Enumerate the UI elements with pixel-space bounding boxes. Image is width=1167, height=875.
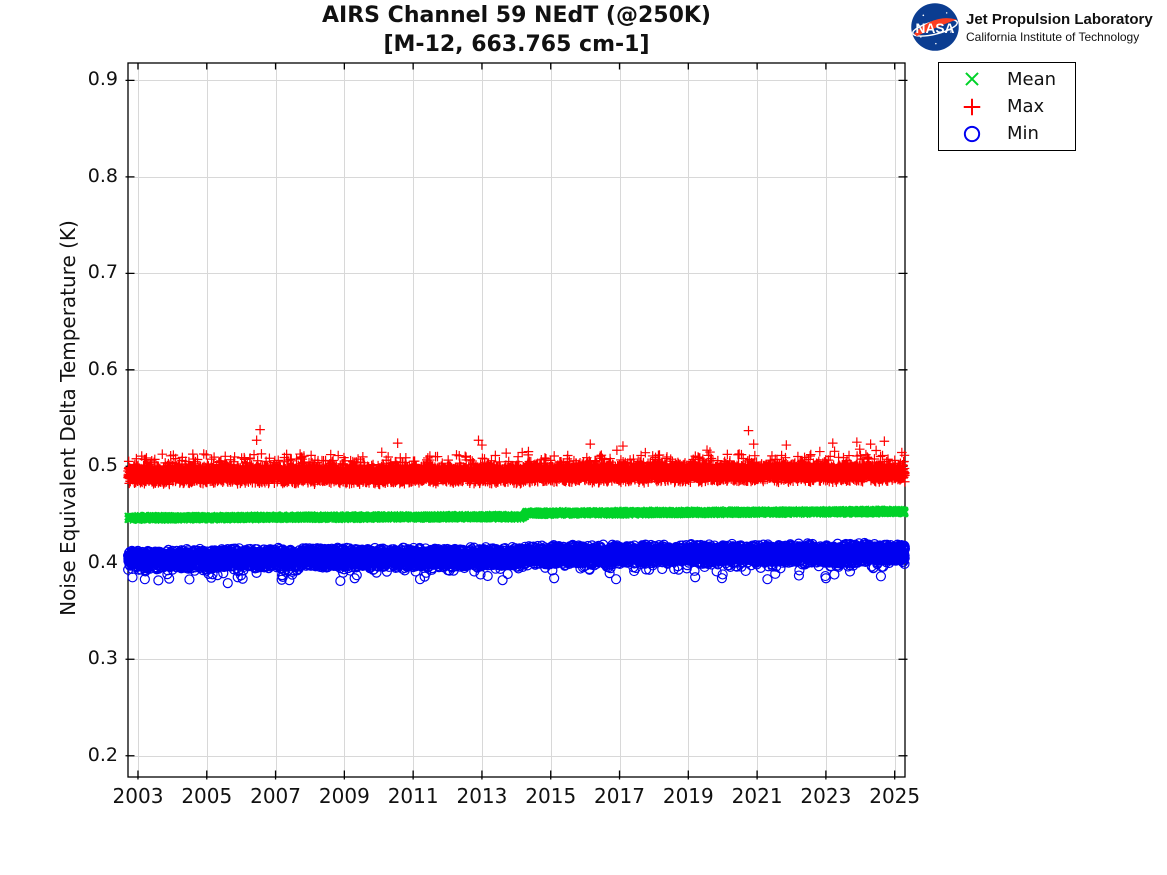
nasa-meatball-icon: NASA: [910, 2, 960, 56]
y-tick-label: 0.2: [87, 743, 118, 766]
plus-marker-icon: [963, 98, 981, 115]
x-tick-label: 2007: [250, 784, 301, 808]
legend-label-min: Min: [1007, 123, 1039, 145]
x-marker-icon: [965, 72, 979, 87]
x-tick-label: 2009: [318, 784, 370, 808]
y-tick-label: 0.6: [87, 357, 118, 380]
x-tick-label: 2019: [662, 784, 714, 808]
x-tick-label: 2017: [594, 784, 645, 808]
y-tick-label: 0.9: [87, 68, 118, 91]
y-tick-label: 0.3: [87, 647, 118, 670]
x-tick-label: 2023: [800, 784, 852, 808]
legend-item-max: Max: [939, 96, 1075, 118]
nasa-logo-text: NASA: [916, 21, 955, 36]
chart-subtitle: [M-12, 663.765 cm-1]: [383, 32, 650, 57]
x-tick-label: 2015: [525, 784, 577, 808]
legend: Mean Max Min: [938, 62, 1076, 151]
y-tick-label: 0.4: [87, 550, 118, 573]
y-tick-label: 0.7: [87, 261, 118, 284]
y-tick-label: 0.8: [87, 164, 118, 187]
circle-marker-icon: [963, 125, 981, 142]
x-tick-label: 2005: [181, 784, 233, 808]
x-tick-label: 2011: [387, 784, 439, 808]
legend-label-max: Max: [1007, 96, 1045, 117]
legend-label-mean: Mean: [1007, 68, 1057, 90]
legend-item-mean: Mean: [939, 68, 1075, 90]
org-line2: California Institute of Technology: [966, 30, 1140, 44]
x-tick-label: 2003: [112, 784, 164, 808]
x-tick-label: 2013: [456, 784, 508, 808]
organization-name: Jet Propulsion Laboratory California Ins…: [966, 10, 1153, 46]
legend-item-min: Min: [939, 123, 1075, 145]
y-tick-label: 0.5: [87, 454, 118, 477]
org-line1: Jet Propulsion Laboratory: [966, 11, 1153, 28]
x-tick-label: 2025: [869, 784, 921, 808]
chart-title: AIRS Channel 59 NEdT (@250K): [322, 3, 711, 28]
y-axis-label: Noise Equivalent Delta Temperature (K): [56, 220, 80, 616]
x-tick-label: 2021: [731, 784, 783, 808]
